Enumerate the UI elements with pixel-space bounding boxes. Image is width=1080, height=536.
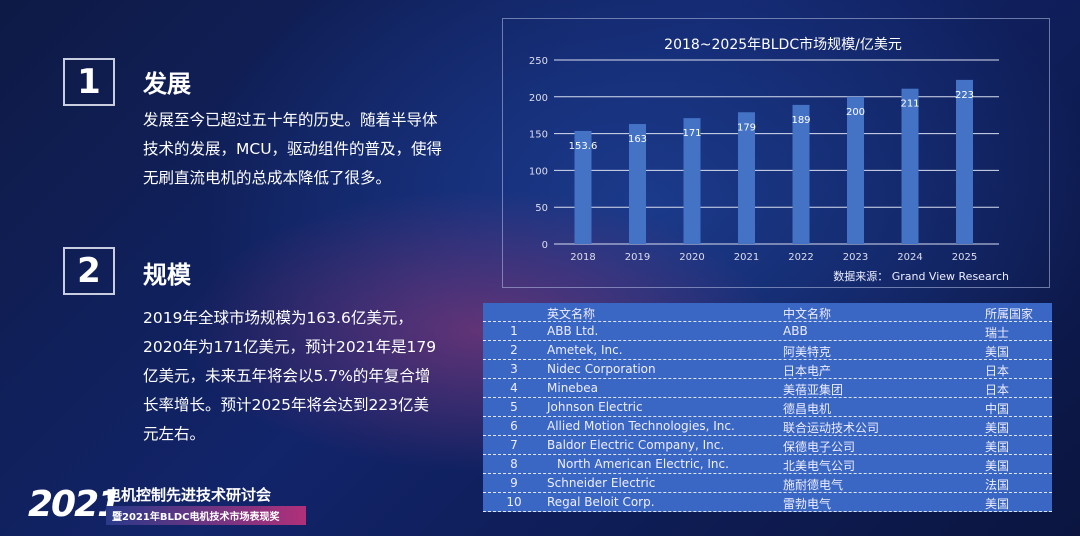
table-cell: 4: [510, 381, 518, 395]
logo-line2: 暨2021年BLDC电机技术市场表现奖: [106, 506, 306, 525]
table-cell: 德昌电机: [783, 402, 832, 416]
section-2-text: 2019年全球市场规模为163.6亿美元，2020年为171亿美元，预计2021…: [143, 309, 437, 443]
table-row: 8 North American Electric, Inc. 北美电气公司 美国: [483, 455, 1052, 474]
table-cell: 北美电气公司: [783, 459, 856, 473]
table-row: 1 ABB Ltd. ABB 瑞士: [483, 322, 1052, 341]
table-cell: 保德电子公司: [783, 440, 856, 454]
table-cell: 中国: [985, 402, 1010, 416]
section-1-text: 发展至今已超过五十年的历史。随着半导体技术的发展，MCU，驱动组件的普及，使得无…: [143, 111, 443, 187]
data-label: 171: [682, 128, 701, 139]
table-cell: 美国: [985, 497, 1010, 511]
table-row: 3 Nidec Corporation 日本电产 日本: [483, 360, 1052, 379]
x-tick-label: 2019: [625, 252, 650, 263]
chart-source: 数据来源： Grand View Research: [833, 269, 1009, 283]
table-cell: 美国: [985, 440, 1010, 454]
table-cell: Schneider Electric: [547, 476, 656, 490]
data-label: 200: [846, 107, 865, 118]
table-cell: 联合运动技术公司: [783, 421, 880, 435]
table-row: 4 Minebea 美蓓亚集团 日本: [483, 379, 1052, 398]
table-cell: 美国: [985, 345, 1010, 359]
data-label: 211: [900, 99, 919, 110]
y-tick-label: 200: [529, 93, 548, 104]
table-cell: 2: [510, 343, 518, 357]
table-cell: Ametek, Inc.: [547, 343, 623, 357]
section-2-title: 规模: [143, 261, 191, 289]
table-cell: ABB Ltd.: [547, 324, 599, 338]
table-cell: North American Electric, Inc.: [557, 457, 729, 471]
chart-panel: 2018~2025年BLDC市场规模/亿美元 0 50 100 150 200 250 15…: [502, 18, 1050, 288]
table-cell: Minebea: [547, 381, 599, 395]
table-cell: Johnson Electric: [547, 400, 643, 414]
table-cell: 美蓓亚集团: [783, 383, 844, 397]
x-tick-label: 2023: [843, 252, 868, 263]
table-header: 英文名称 中文名称 所属国家: [483, 303, 1052, 322]
table-cell: 雷勃电气: [783, 497, 832, 511]
y-tick-label: 0: [542, 240, 548, 251]
y-tick-label: 150: [529, 130, 548, 141]
bar-chart: 2018~2025年BLDC市场规模/亿美元 0 50 100 150 200 250 15…: [529, 36, 1009, 283]
table-cell: 日本: [985, 383, 1010, 397]
table-cell: 9: [510, 476, 518, 490]
logo-line1: 电机控制先进技术研讨会: [106, 486, 272, 504]
data-label: 153.6: [569, 141, 598, 152]
table-cell: 阿美特克: [783, 345, 832, 359]
column-header: 所属国家: [985, 307, 1034, 321]
table-row: 10 Regal Beloit Corp. 雷勃电气 美国: [483, 493, 1052, 512]
data-label: 189: [791, 115, 810, 126]
column-header: 中文名称: [783, 307, 832, 321]
table-cell: 1: [510, 324, 518, 338]
bar: [792, 104, 810, 244]
data-label: 163: [628, 134, 647, 145]
chart-title: 2018~2025年BLDC市场规模/亿美元: [664, 36, 902, 53]
section-2-number: 2: [63, 247, 115, 295]
manufacturer-table: 英文名称 中文名称 所属国家 1 ABB Ltd. ABB 瑞士 2 Ametek, Inc. 阿…: [483, 303, 1052, 512]
column-header: 英文名称: [547, 307, 596, 321]
bar: [901, 88, 919, 244]
x-tick-label: 2021: [734, 252, 759, 263]
table-cell: 3: [510, 362, 518, 376]
section-1-number: 1: [63, 58, 115, 106]
table-row: 2 Ametek, Inc. 阿美特克 美国: [483, 341, 1052, 360]
bar: [683, 118, 701, 244]
table-row: 5 Johnson Electric 德昌电机 中国: [483, 398, 1052, 417]
bar: [738, 112, 755, 244]
table-cell: 7: [510, 438, 518, 452]
table-cell: Baldor Electric Company, Inc.: [547, 438, 725, 452]
table-cell: Allied Motion Technologies, Inc.: [547, 419, 735, 433]
bar: [629, 124, 646, 244]
table-cell: 6: [510, 419, 518, 433]
table-cell: 美国: [985, 459, 1010, 473]
table-cell: Nidec Corporation: [547, 362, 656, 376]
table-row: 7 Baldor Electric Company, Inc. 保德电子公司 美国: [483, 436, 1052, 455]
table-cell: 8: [510, 457, 518, 471]
x-tick-label: 2020: [679, 252, 704, 263]
x-tick-label: 2025: [952, 252, 977, 263]
table-cell: 日本电产: [783, 364, 832, 378]
y-tick-label: 250: [529, 56, 548, 67]
section-1-title: 发展: [143, 70, 191, 98]
table-cell: 施耐德电气: [783, 478, 844, 492]
data-label: 223: [955, 90, 974, 101]
table-cell: 瑞士: [985, 326, 1010, 340]
x-tick-label: 2024: [897, 252, 922, 263]
y-tick-label: 50: [535, 203, 548, 214]
bar: [847, 96, 864, 244]
x-tick-label: 2022: [788, 252, 813, 263]
bar: [574, 130, 592, 244]
table-cell: 法国: [985, 478, 1010, 492]
table-cell: ABB: [783, 324, 808, 338]
table-cell: 5: [510, 400, 518, 414]
table-cell: 美国: [985, 421, 1010, 435]
data-label: 179: [737, 122, 756, 133]
table-row: 9 Schneider Electric 施耐德电气 法国: [483, 474, 1052, 493]
x-tick-label: 2018: [570, 252, 595, 263]
table-cell: 10: [506, 495, 522, 509]
bar: [956, 79, 973, 244]
table-cell: 日本: [985, 364, 1010, 378]
y-tick-label: 100: [529, 166, 548, 177]
table-cell: Regal Beloit Corp.: [547, 495, 655, 509]
table-row: 6 Allied Motion Technologies, Inc. 联合运动技术公…: [483, 417, 1052, 436]
